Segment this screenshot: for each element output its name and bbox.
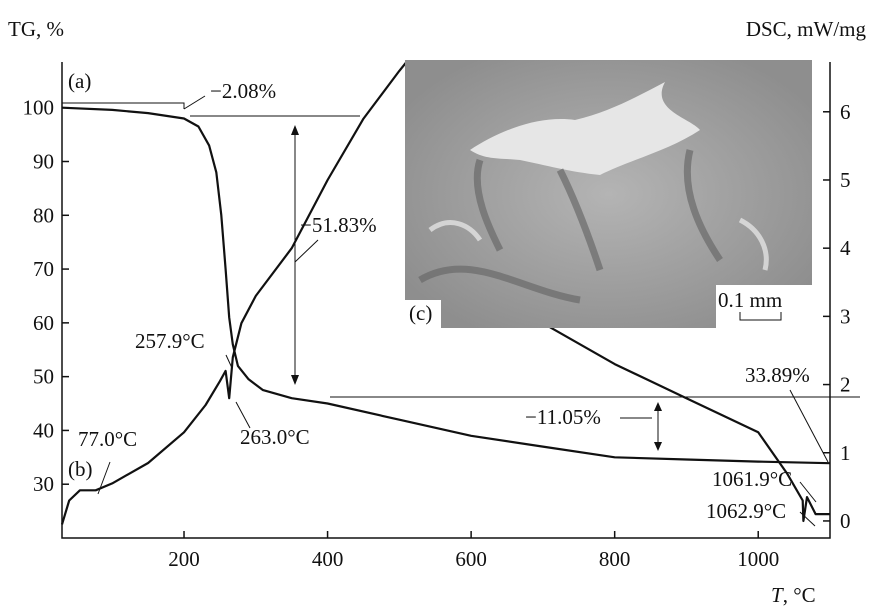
y2-axis-label: DSC, mW/mg: [746, 17, 867, 41]
y-tick-label: 80: [33, 203, 54, 227]
y-tick-label: 100: [23, 96, 55, 120]
y-tick-label: 90: [33, 150, 54, 174]
y-tick-label: 50: [33, 365, 54, 389]
y-tick-label: 60: [33, 311, 54, 335]
annotation: 1062.9°C: [706, 499, 786, 523]
annotation: (b): [68, 457, 93, 481]
annotation: −2.08%: [210, 79, 276, 103]
leader: [295, 240, 318, 262]
y2-tick-label: 6: [840, 100, 851, 124]
y-tick-label: 40: [33, 418, 54, 442]
annotation: −11.05%: [525, 405, 601, 429]
scale-label: 0.1 mm: [718, 288, 782, 312]
y2-tick-label: 1: [840, 441, 851, 465]
x-tick-label: 200: [168, 547, 200, 571]
x-tick-label: 1000: [737, 547, 779, 571]
x-axis-unit: , °C: [783, 583, 816, 607]
inset-label: (c): [409, 301, 432, 325]
annotation: 263.0°C: [240, 425, 310, 449]
annotation: 257.9°C: [135, 329, 205, 353]
arrow-head: [654, 442, 662, 451]
leader: [790, 390, 828, 462]
y-axis-label: TG, %: [8, 17, 64, 41]
annotation: 1061.9°C: [712, 467, 792, 491]
y2-tick-label: 2: [840, 373, 851, 397]
x-tick-label: 800: [599, 547, 631, 571]
inset-photo: (c) 0.1 mm: [405, 60, 812, 328]
leader: [98, 462, 110, 494]
x-tick-label: 400: [312, 547, 344, 571]
y-tick-label: 70: [33, 257, 54, 281]
leader: [226, 355, 232, 368]
y2-tick-label: 3: [840, 304, 851, 328]
annotation: 33.89%: [745, 363, 810, 387]
x-tick-label: 600: [455, 547, 487, 571]
y2-tick-label: 4: [840, 236, 851, 260]
leader: [184, 96, 205, 109]
arrow-head: [654, 402, 662, 411]
annotation: −51.83%: [300, 213, 377, 237]
chart: 2004006008001000304050607080901000123456…: [0, 0, 870, 608]
x-axis-label: T, °C: [771, 583, 816, 607]
y-tick-label: 30: [33, 472, 54, 496]
y2-tick-label: 0: [840, 509, 851, 533]
annotation: (a): [68, 69, 91, 93]
arrow-head: [291, 125, 299, 135]
annotation: 77.0°C: [78, 427, 137, 451]
y2-tick-label: 5: [840, 168, 851, 192]
arrow-head: [291, 375, 299, 385]
